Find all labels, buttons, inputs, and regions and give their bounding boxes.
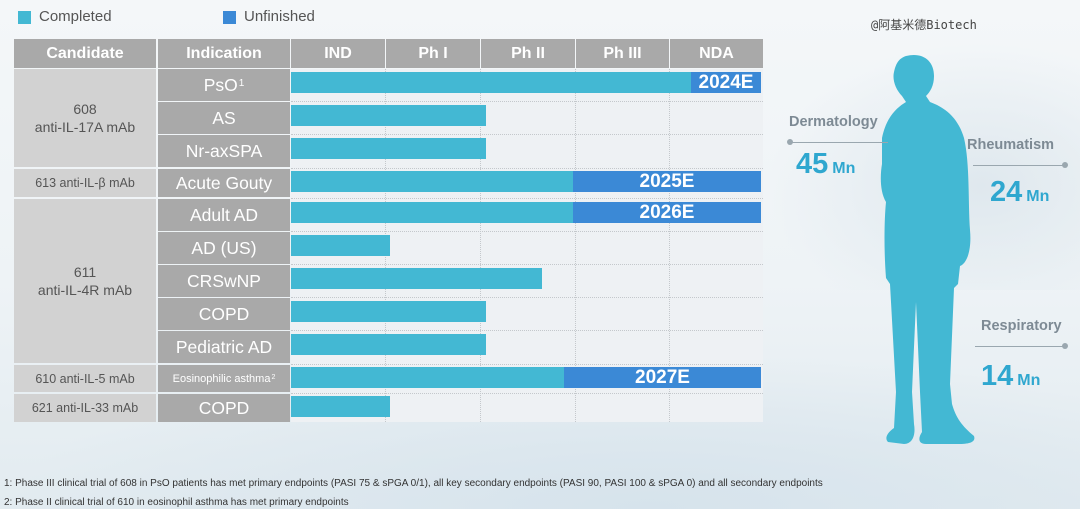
rheumatism-leader-line xyxy=(973,165,1065,166)
indication-ad-us: AD (US) xyxy=(158,232,290,264)
candidate-611: 611 anti-IL-4R mAb xyxy=(14,199,156,363)
respiratory-number: 14 xyxy=(981,360,1014,392)
legend-unfinished-label: Unfinished xyxy=(244,8,315,25)
stat-rheumatism-label: Rheumatism xyxy=(967,137,1055,153)
rheumatism-unit: Mn xyxy=(1026,188,1050,205)
header-ph1: Ph I xyxy=(386,39,480,68)
indication-pso-label: PsO xyxy=(203,74,238,95)
indication-eosinophilic-asthma: Eosinophilic asthma 2 xyxy=(158,365,290,392)
footnote-2: 2: Phase II clinical trial of 610 in eos… xyxy=(4,497,349,508)
candidate-621: 621 anti-IL-33 mAb xyxy=(14,394,156,422)
indication-acute-gouty: Acute Gouty xyxy=(158,169,290,197)
unfinished-segment: 2027E xyxy=(564,367,761,388)
candidate-610-label: 610 anti-IL-5 mAb xyxy=(35,371,135,386)
candidate-610: 610 anti-IL-5 mAb xyxy=(14,365,156,392)
candidate-613-label: 613 anti-IL-β mAb xyxy=(35,176,135,190)
dermatology-marker xyxy=(787,139,793,145)
footnote-1: 1: Phase III clinical trial of 608 in Ps… xyxy=(4,478,823,489)
header-indication: Indication xyxy=(158,39,290,68)
rheumatism-number: 24 xyxy=(990,176,1023,208)
indication-pso: PsO 1 xyxy=(158,69,290,101)
progress-bar: 2026E xyxy=(291,202,761,223)
pipeline-table: Candidate Indication IND Ph I Ph II Ph I… xyxy=(14,39,763,422)
respiratory-marker xyxy=(1062,343,1068,349)
watermark: @阿基米德Biotech xyxy=(871,18,977,32)
progress-bar xyxy=(291,105,486,126)
progress-bar xyxy=(291,301,486,322)
progress-bar xyxy=(291,334,486,355)
progress-bar xyxy=(291,235,390,256)
indication-copd: COPD xyxy=(158,298,290,330)
completed-swatch xyxy=(18,11,31,24)
candidate-608-code: 608 xyxy=(73,101,97,117)
candidate-608-target: anti-IL-17A mAb xyxy=(34,119,136,135)
footnote-marker-1: 1 xyxy=(238,77,245,89)
completed-segment xyxy=(291,72,691,93)
respiratory-unit: Mn xyxy=(1017,372,1041,389)
header-ph2: Ph II xyxy=(481,39,575,68)
unfinished-segment: 2024E xyxy=(691,72,761,93)
indication-copd-621: COPD xyxy=(158,394,290,422)
person-silhouette xyxy=(880,54,975,445)
progress-bar xyxy=(291,396,390,417)
respiratory-leader-line xyxy=(975,346,1065,347)
candidate-611-code: 611 xyxy=(73,264,97,280)
header-ind: IND xyxy=(291,39,385,68)
completed-segment xyxy=(291,105,486,126)
progress-bar xyxy=(291,268,542,289)
candidate-621-label: 621 anti-IL-33 mAb xyxy=(31,401,139,415)
indication-eosinophilic-asthma-label: Eosinophilic asthma xyxy=(172,372,271,385)
completed-segment xyxy=(291,268,542,289)
progress-bar: 2027E xyxy=(291,367,761,388)
completed-segment xyxy=(291,396,390,417)
indication-as: AS xyxy=(158,102,290,134)
progress-bar xyxy=(291,138,486,159)
progress-bar: 2024E xyxy=(291,72,761,93)
header-nda: NDA xyxy=(670,39,763,68)
candidate-613: 613 anti-IL-β mAb xyxy=(14,169,156,197)
stat-respiratory-value: 14 Mn xyxy=(981,360,1040,393)
indication-pediatric-ad: Pediatric AD xyxy=(158,331,290,363)
phase-grid: 2024E 2025E 2026E 2027E xyxy=(291,69,763,422)
dermatology-leader-line xyxy=(792,142,888,143)
indication-nr-axspa: Nr-axSPA xyxy=(158,135,290,167)
footnotes: 1: Phase III clinical trial of 608 in Ps… xyxy=(4,474,823,509)
unfinished-segment: 2026E xyxy=(573,202,761,223)
completed-segment xyxy=(291,138,486,159)
completed-segment xyxy=(291,367,564,388)
indication-adult-ad: Adult AD xyxy=(158,199,290,231)
stat-respiratory-label: Respiratory xyxy=(981,318,1062,334)
unfinished-swatch xyxy=(223,11,236,24)
rheumatism-marker xyxy=(1062,162,1068,168)
legend-completed-label: Completed xyxy=(39,8,112,25)
candidate-608: 608 anti-IL-17A mAb xyxy=(14,69,156,167)
header-candidate: Candidate xyxy=(14,39,156,68)
unfinished-segment: 2025E xyxy=(573,171,761,192)
completed-segment xyxy=(291,301,486,322)
progress-bar: 2025E xyxy=(291,171,761,192)
header-ph3: Ph III xyxy=(576,39,669,68)
stat-rheumatism-value: 24 Mn xyxy=(990,176,1049,209)
indication-crswnp: CRSwNP xyxy=(158,265,290,297)
completed-segment xyxy=(291,334,486,355)
dermatology-number: 45 xyxy=(796,148,829,180)
completed-segment xyxy=(291,202,573,223)
completed-segment xyxy=(291,171,573,192)
footnote-marker-2: 2 xyxy=(271,374,276,381)
completed-segment xyxy=(291,235,390,256)
dermatology-unit: Mn xyxy=(832,160,856,177)
stat-dermatology-value: 45 Mn xyxy=(796,148,855,181)
candidate-611-target: anti-IL-4R mAb xyxy=(37,282,133,298)
stat-dermatology-label: Dermatology xyxy=(789,114,878,130)
